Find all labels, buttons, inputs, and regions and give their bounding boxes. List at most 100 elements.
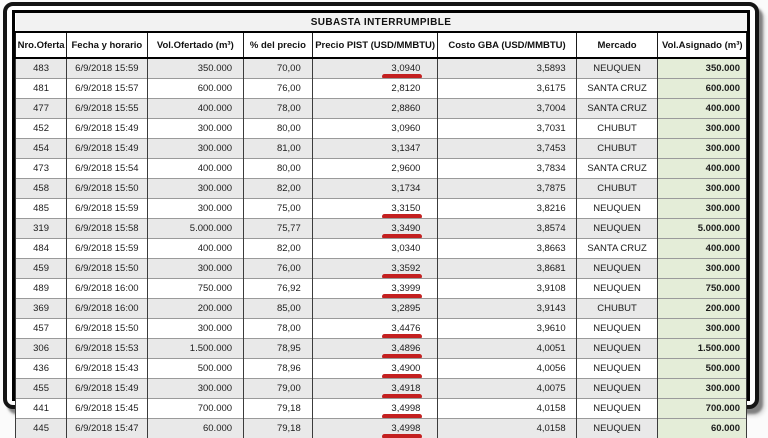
- cell-pct_precio: 80,00: [244, 159, 313, 179]
- pist-value-underlined: 3,4998: [391, 403, 420, 414]
- pist-value-underlined: 3,0940: [391, 63, 420, 74]
- framed-table-image: SUBASTA INTERRUMPIBLE Nro.Oferta Fecha y…: [3, 2, 759, 409]
- cell-precio_pist: 3,4896: [312, 339, 438, 359]
- cell-pct_precio: 80,00: [244, 119, 313, 139]
- cell-fecha: 6/9/2018 16:00: [67, 279, 147, 299]
- cell-vol_ofertado: 5.000.000: [147, 219, 243, 239]
- cell-fecha: 6/9/2018 15:55: [67, 99, 147, 119]
- cell-pct_precio: 76,92: [244, 279, 313, 299]
- cell-costo_gba: 3,7875: [438, 179, 576, 199]
- cell-costo_gba: 3,8681: [438, 259, 576, 279]
- pist-value-underlined: 3,3592: [391, 263, 420, 274]
- column-header-pct-precio: % del precio: [244, 32, 313, 58]
- cell-nro: 489: [16, 279, 67, 299]
- cell-costo_gba: 4,0075: [438, 379, 576, 399]
- cell-vol_asignado: 300.000: [658, 379, 747, 399]
- column-header-fecha-horario: Fecha y horario: [67, 32, 147, 58]
- cell-mercado: NEUQUEN: [576, 379, 658, 399]
- cell-vol_ofertado: 300.000: [147, 139, 243, 159]
- cell-vol_ofertado: 1.500.000: [147, 339, 243, 359]
- cell-fecha: 6/9/2018 15:43: [67, 359, 147, 379]
- cell-pct_precio: 78,96: [244, 359, 313, 379]
- cell-pct_precio: 78,95: [244, 339, 313, 359]
- column-header-vol-asignado: Vol.Asignado (m³): [658, 32, 747, 58]
- cell-nro: 306: [16, 339, 67, 359]
- cell-fecha: 6/9/2018 15:59: [67, 199, 147, 219]
- cell-precio_pist: 3,1734: [312, 179, 438, 199]
- cell-precio_pist: 3,3592: [312, 259, 438, 279]
- cell-mercado: CHUBUT: [576, 119, 658, 139]
- cell-fecha: 6/9/2018 15:49: [67, 119, 147, 139]
- cell-precio_pist: 3,0340: [312, 239, 438, 259]
- cell-costo_gba: 4,0051: [438, 339, 576, 359]
- cell-vol_asignado: 500.000: [658, 359, 747, 379]
- cell-precio_pist: 3,2895: [312, 299, 438, 319]
- cell-costo_gba: 3,7834: [438, 159, 576, 179]
- cell-precio_pist: 3,1347: [312, 139, 438, 159]
- cell-vol_ofertado: 400.000: [147, 159, 243, 179]
- cell-vol_asignado: 400.000: [658, 239, 747, 259]
- cell-nro: 441: [16, 399, 67, 419]
- cell-vol_asignado: 300.000: [658, 179, 747, 199]
- cell-nro: 485: [16, 199, 67, 219]
- auction-table: SUBASTA INTERRUMPIBLE Nro.Oferta Fecha y…: [15, 13, 747, 438]
- cell-vol_ofertado: 60.000: [147, 419, 243, 438]
- table-header-row: Nro.Oferta Fecha y horario Vol.Ofertado …: [16, 32, 747, 58]
- pist-value-underlined: 3,4918: [391, 383, 420, 394]
- pist-value-underlined: 3,3999: [391, 283, 420, 294]
- cell-mercado: SANTA CRUZ: [576, 99, 658, 119]
- cell-costo_gba: 3,5893: [438, 58, 576, 79]
- pist-value: 3,0960: [391, 123, 420, 134]
- column-header-precio-pist: Precio PIST (USD/MMBTU): [312, 32, 438, 58]
- cell-vol_asignado: 300.000: [658, 199, 747, 219]
- cell-nro: 452: [16, 119, 67, 139]
- cell-pct_precio: 76,00: [244, 259, 313, 279]
- cell-mercado: NEUQUEN: [576, 339, 658, 359]
- pist-value-underlined: 3,3490: [391, 223, 420, 234]
- cell-nro: 369: [16, 299, 67, 319]
- pist-value: 3,2895: [391, 303, 420, 314]
- cell-costo_gba: 3,9143: [438, 299, 576, 319]
- cell-precio_pist: 3,4476: [312, 319, 438, 339]
- cell-nro: 484: [16, 239, 67, 259]
- pist-value: 3,1347: [391, 143, 420, 154]
- cell-mercado: SANTA CRUZ: [576, 159, 658, 179]
- cell-mercado: CHUBUT: [576, 299, 658, 319]
- cell-mercado: SANTA CRUZ: [576, 79, 658, 99]
- cell-costo_gba: 3,9108: [438, 279, 576, 299]
- cell-fecha: 6/9/2018 15:49: [67, 139, 147, 159]
- pist-value-underlined: 3,4900: [391, 363, 420, 374]
- cell-fecha: 6/9/2018 15:50: [67, 179, 147, 199]
- cell-mercado: NEUQUEN: [576, 359, 658, 379]
- cell-costo_gba: 4,0158: [438, 419, 576, 438]
- cell-mercado: NEUQUEN: [576, 259, 658, 279]
- column-header-vol-ofertado: Vol.Ofertado (m³): [147, 32, 243, 58]
- column-header-nro-oferta: Nro.Oferta: [16, 32, 67, 58]
- cell-vol_asignado: 200.000: [658, 299, 747, 319]
- cell-vol_asignado: 700.000: [658, 399, 747, 419]
- cell-mercado: SANTA CRUZ: [576, 239, 658, 259]
- cell-fecha: 6/9/2018 16:00: [67, 299, 147, 319]
- cell-pct_precio: 85,00: [244, 299, 313, 319]
- cell-nro: 319: [16, 219, 67, 239]
- cell-vol_asignado: 750.000: [658, 279, 747, 299]
- cell-costo_gba: 3,7453: [438, 139, 576, 159]
- cell-precio_pist: 3,0960: [312, 119, 438, 139]
- cell-costo_gba: 3,8216: [438, 199, 576, 219]
- pist-value-underlined: 3,4476: [391, 323, 420, 334]
- cell-mercado: NEUQUEN: [576, 279, 658, 299]
- cell-vol_asignado: 300.000: [658, 259, 747, 279]
- cell-vol_ofertado: 700.000: [147, 399, 243, 419]
- cell-fecha: 6/9/2018 15:49: [67, 379, 147, 399]
- cell-fecha: 6/9/2018 15:50: [67, 319, 147, 339]
- cell-precio_pist: 3,4998: [312, 419, 438, 438]
- cell-nro: 459: [16, 259, 67, 279]
